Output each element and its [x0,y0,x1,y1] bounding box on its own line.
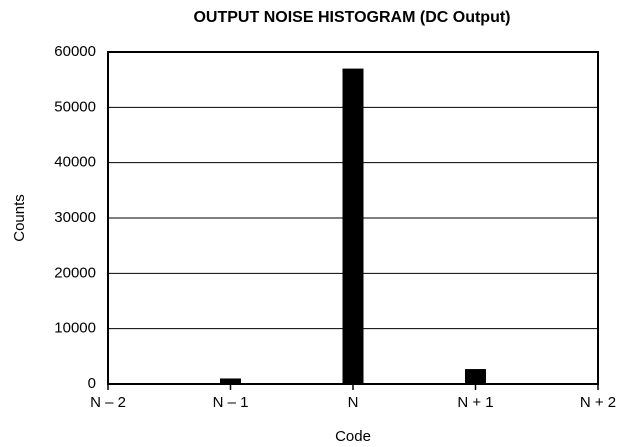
y-tick-label: 40000 [54,154,96,171]
x-axis-label: Code [335,428,371,445]
y-tick-label: 30000 [54,209,96,226]
x-tick-label: N + 2 [580,394,616,411]
y-tick-label: 50000 [54,98,96,115]
y-tick-label: 0 [88,375,96,392]
y-tick-label: 10000 [54,320,96,337]
y-tick-label: 60000 [54,43,96,60]
x-tick-label: N + 1 [457,394,493,411]
x-tick-label: N – 2 [90,394,126,411]
bar [342,68,364,384]
y-axis-label: Counts [11,194,28,242]
bar [220,378,241,384]
bar [465,369,486,384]
x-tick-label: N – 1 [213,394,249,411]
x-tick-label: N [348,394,359,411]
y-tick-label: 20000 [54,264,96,281]
chart-title: OUTPUT NOISE HISTOGRAM (DC Output) [193,9,510,26]
plot-frame [107,51,599,385]
